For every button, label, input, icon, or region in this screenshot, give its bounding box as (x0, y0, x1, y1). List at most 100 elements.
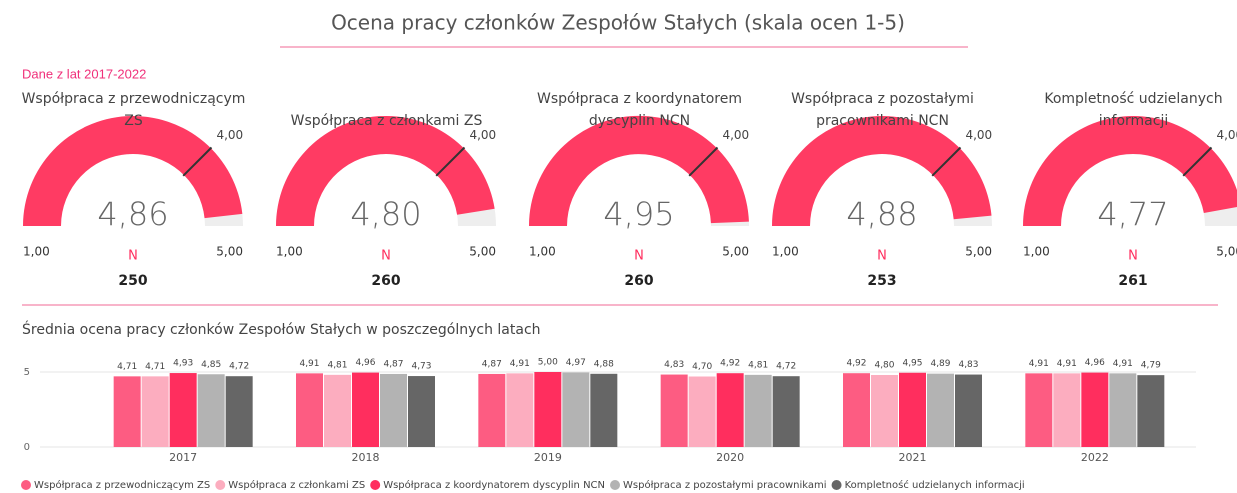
bar (843, 373, 870, 447)
bar (141, 376, 169, 447)
bar-value-label: 4,91 (1113, 359, 1133, 369)
bar (1137, 375, 1165, 447)
gauge-min-label: 1,00 (23, 245, 50, 259)
gauge-max-label: 5,00 (722, 245, 749, 259)
bar-value-label: 4,91 (299, 359, 319, 369)
bar-value-label: 4,83 (958, 360, 978, 370)
legend-marker (610, 480, 621, 490)
gauge-n-value: 253 (867, 273, 896, 289)
bar (169, 373, 197, 447)
gauge-target-label: 4,00 (722, 128, 749, 142)
gauge-max-label: 5,00 (965, 245, 992, 259)
gauge-min-label: 1,00 (529, 245, 556, 259)
bar-value-label: 4,81 (327, 360, 347, 370)
gauge-value-label: 4,80 (350, 195, 421, 233)
gauge-target (182, 146, 213, 177)
bar (772, 376, 800, 447)
x-tick-label: 2018 (352, 451, 380, 464)
gauge-target (688, 146, 719, 177)
bar (197, 374, 225, 447)
gauge-min-label: 1,00 (772, 245, 799, 259)
bar-value-label: 4,96 (1085, 358, 1105, 368)
legend-label: Współpraca z koordynatorem dyscyplin NCN (383, 479, 605, 491)
bar (1081, 372, 1109, 447)
gauge-title: Współpraca z pozostałymi pracownikami NC… (791, 91, 974, 129)
bar-value-label: 4,83 (664, 360, 684, 370)
bar (506, 373, 534, 447)
gauge-value-label: 4,86 (97, 195, 168, 233)
gauge-n-label: N (381, 249, 391, 264)
gauge-n-value: 260 (371, 273, 400, 289)
bar (225, 376, 253, 447)
bar-value-label: 4,85 (201, 360, 221, 370)
bar-value-label: 4,79 (1141, 361, 1161, 371)
bar-value-label: 4,88 (594, 359, 614, 369)
x-tick-label: 2022 (1081, 451, 1109, 464)
bar-value-label: 4,92 (720, 359, 740, 369)
legend-label: Współpraca z pozostałymi pracownikami (623, 479, 827, 491)
bar-value-label: 4,72 (229, 362, 249, 372)
gauge-n-label: N (877, 249, 887, 264)
legend-label: Współpraca z przewodniczącym ZS (34, 479, 210, 491)
bar-value-label: 4,87 (383, 359, 403, 369)
gauge-n-value: 260 (624, 273, 653, 289)
bar (408, 376, 435, 447)
page-title: Ocena pracy członków Zespołów Stałych (s… (331, 11, 905, 35)
bar (296, 373, 323, 447)
bar-value-label: 4,87 (482, 359, 502, 369)
bar (955, 374, 982, 447)
gauge-min-label: 1,00 (276, 245, 303, 259)
bar (1109, 373, 1137, 447)
gauge-target-label: 4,00 (965, 128, 992, 142)
gauge-n-label: N (128, 249, 138, 264)
gauge-title: Współpraca z koordynatorem dyscyplin NCN (537, 91, 742, 129)
bar (744, 374, 772, 447)
bar-value-label: 4,91 (510, 359, 530, 369)
gauge-value (22, 115, 243, 226)
gauge-title: Współpraca z członkami ZS (290, 113, 483, 129)
bar (927, 373, 954, 447)
x-tick-label: 2017 (169, 451, 197, 464)
gauge-max-label: 5,00 (1216, 245, 1237, 259)
bar (562, 372, 590, 447)
bar-value-label: 4,91 (1057, 359, 1077, 369)
gauge-target-label: 4,00 (216, 128, 243, 142)
x-tick-label: 2021 (899, 451, 927, 464)
legend-marker (215, 480, 226, 490)
legend-marker (831, 480, 842, 490)
gauge-value-label: 4,88 (846, 195, 917, 233)
bar-value-label: 4,97 (566, 358, 586, 368)
bar (380, 373, 407, 447)
gauge-min-label: 1,00 (1023, 245, 1050, 259)
gauge-value (1023, 116, 1237, 226)
gauge-value-label: 4,77 (1097, 195, 1168, 233)
gauge-title: Współpraca z przewodniczącym ZS (21, 91, 246, 129)
gauge-target (1182, 146, 1213, 177)
bar (688, 376, 716, 447)
gauge-n-value: 250 (118, 273, 147, 289)
gauge-value-label: 4,95 (603, 195, 674, 233)
bar (478, 373, 506, 447)
bar (324, 374, 351, 447)
bar-value-label: 5,00 (538, 358, 558, 368)
legend-marker (370, 480, 381, 490)
bar-value-label: 4,72 (776, 362, 796, 372)
gauge-value (528, 115, 749, 226)
bar (352, 372, 379, 447)
gauge-n-label: N (634, 249, 644, 264)
gauge-value (772, 116, 992, 226)
gauge-target-label: 4,00 (1216, 128, 1237, 142)
bar (871, 375, 898, 447)
bar-value-label: 4,91 (1029, 359, 1049, 369)
gauge-n-value: 261 (1118, 273, 1147, 289)
subtitle: Dane z lat 2017-2022 (22, 66, 146, 81)
bar-value-label: 4,81 (748, 360, 768, 370)
legend-marker (21, 480, 31, 490)
gauge-target (435, 146, 466, 177)
bar-value-label: 4,96 (355, 358, 375, 368)
x-tick-label: 2020 (716, 451, 744, 464)
bar-chart-title: Średnia ocena pracy członków Zespołów St… (22, 320, 541, 338)
bar-value-label: 4,71 (117, 362, 137, 372)
legend-label: Kompletność udzielanych informacji (845, 479, 1025, 491)
